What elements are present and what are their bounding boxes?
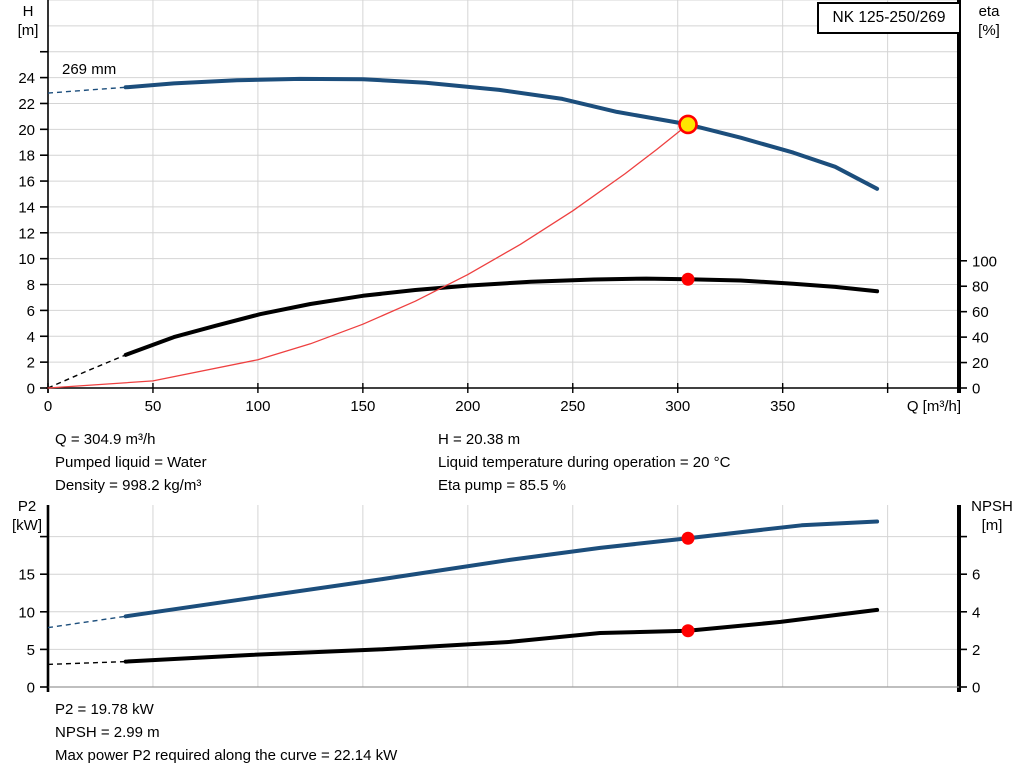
left-axis-tick-label: 15 <box>18 567 35 584</box>
left-axis-tick-label: 6 <box>27 303 35 320</box>
left-axis-tick-label: 22 <box>18 96 35 113</box>
pump-type-box: NK 125-250/269 <box>817 2 961 34</box>
right-axis-tick-label: 80 <box>972 279 989 296</box>
x-axis-tick-label: 150 <box>350 398 375 415</box>
p2-axis-label: P2 [kW] <box>12 498 42 534</box>
right-axis-tick-label: 60 <box>972 304 989 321</box>
duty-point-dot <box>681 531 695 545</box>
p2-curve <box>123 519 880 619</box>
duty-point-dot <box>681 272 695 286</box>
npsh-value: NPSH = 2.99 m <box>55 724 160 741</box>
left-axis-tick-label: 12 <box>18 225 35 242</box>
x-axis-tick-label: 50 <box>145 398 162 415</box>
left-axis-tick-label: 20 <box>18 122 35 139</box>
affinity-curve-to-duty-point <box>47 123 689 389</box>
x-axis-tick-label: 250 <box>560 398 585 415</box>
pump-type-label: NK 125-250/269 <box>832 9 946 26</box>
duty-info-left: Q = 304.9 m³/h Pumped liquid = Water Den… <box>55 428 207 497</box>
x-axis-tick-label: 350 <box>770 398 795 415</box>
p2-curve-dashed <box>47 615 126 629</box>
right-axis-tick-label: 20 <box>972 355 989 372</box>
efficiency-curve-dashed <box>47 354 126 389</box>
x-axis-tick-label: 300 <box>665 398 690 415</box>
density-value: Density = 998.2 kg/m³ <box>55 477 202 494</box>
max-power-value: Max power P2 required along the curve = … <box>55 747 398 764</box>
npsh-axis-label: NPSH [m] <box>971 498 1013 534</box>
h-axis-label: H [m] <box>17 3 39 39</box>
qh-curve-269mm-dashed <box>47 86 126 94</box>
right-axis-tick-label: 4 <box>972 604 980 621</box>
eta-pump-value: Eta pump = 85.5 % <box>438 477 566 494</box>
left-axis-tick-label: 24 <box>18 70 35 87</box>
left-axis-tick-label: 10 <box>18 604 35 621</box>
duty-info-right: H = 20.38 m Liquid temperature during op… <box>438 428 730 497</box>
qh-curve-269mm <box>123 76 880 191</box>
left-axis-tick-label: 2 <box>27 355 35 372</box>
npsh-curve-dashed <box>47 660 126 666</box>
left-axis-tick-label: 16 <box>18 174 35 191</box>
duty-point-dot <box>681 624 695 638</box>
right-axis-tick-label: 0 <box>972 680 980 696</box>
x-axis-tick-label: 100 <box>245 398 270 415</box>
x-axis-unit-label: Q [m³/h] <box>907 398 961 415</box>
impeller-diameter-label: 269 mm <box>62 61 117 78</box>
duty-point-marker <box>678 114 698 135</box>
p2-value: P2 = 19.78 kW <box>55 701 154 718</box>
right-axis-tick-label: 100 <box>972 253 997 270</box>
power-info-block: P2 = 19.78 kW NPSH = 2.99 m Max power P2… <box>55 698 397 767</box>
x-axis-tick-label: 200 <box>455 398 480 415</box>
head-value: H = 20.38 m <box>438 431 521 448</box>
right-axis-tick-label: 6 <box>972 567 980 584</box>
right-axis-tick-label: 2 <box>972 642 980 659</box>
pumped-liquid: Pumped liquid = Water <box>55 454 207 471</box>
left-axis-tick-label: 0 <box>27 381 35 398</box>
eta-axis-label: eta [%] <box>978 3 1000 39</box>
right-axis-tick-label: 0 <box>972 381 980 398</box>
left-axis-tick-label: 18 <box>18 148 35 165</box>
left-axis-tick-label: 5 <box>27 642 35 659</box>
p2-npsh-chart: 0 5 10 15 0 2 4 6 <box>18 505 980 696</box>
left-axis-tick-label: 14 <box>18 199 35 216</box>
left-axis-tick-label: 4 <box>27 329 35 346</box>
left-axis-tick-label: 0 <box>27 680 35 696</box>
efficiency-curve <box>123 276 880 357</box>
left-axis-tick-label: 10 <box>18 251 35 268</box>
left-axis-tick-label: 8 <box>27 277 35 294</box>
x-axis-tick-label: 0 <box>44 398 52 415</box>
right-axis-tick-label: 40 <box>972 330 989 347</box>
liquid-temperature: Liquid temperature during operation = 20… <box>438 454 731 471</box>
npsh-curve <box>123 607 880 664</box>
flow-value: Q = 304.9 m³/h <box>55 431 156 448</box>
